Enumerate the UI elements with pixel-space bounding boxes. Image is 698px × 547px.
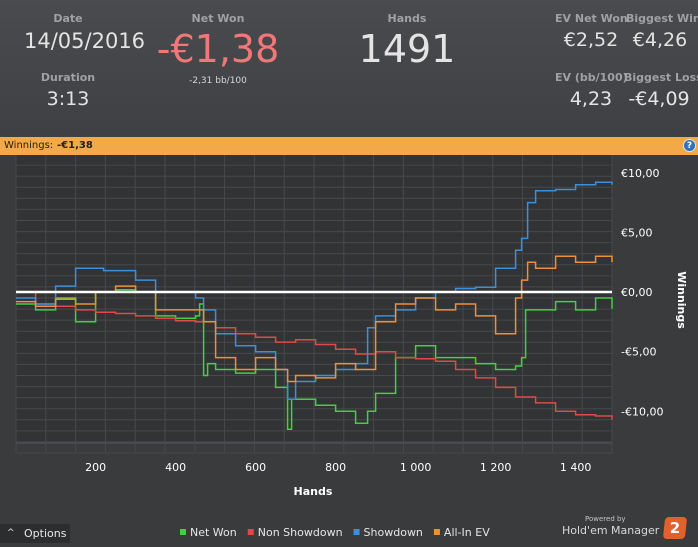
x-tick-label: 1 200 bbox=[480, 461, 512, 474]
biggest-win-value: €4,26 bbox=[632, 29, 688, 51]
brand-name: Hold'em Manager bbox=[562, 524, 660, 537]
legend-marker-net-won bbox=[180, 529, 186, 535]
hands-value: 1491 bbox=[358, 27, 456, 71]
legend-marker-all-in-ev bbox=[433, 529, 440, 535]
hem2-logo: 2 bbox=[662, 517, 688, 539]
biggest-loss-value: -€4,09 bbox=[628, 88, 690, 110]
biggest-win-label: Biggest Win bbox=[626, 12, 698, 25]
date-label: Date bbox=[53, 12, 83, 25]
net-won-bb100: -2,31 bb/100 bbox=[189, 76, 247, 86]
x-tick-label: 200 bbox=[85, 461, 106, 474]
legend-label-non-showdown: Non Showdown bbox=[258, 526, 343, 539]
winnings-banner-value: -€1,38 bbox=[57, 140, 93, 151]
ev-bb100-label: EV (bb/100) bbox=[555, 71, 628, 84]
legend-label-net-won: Net Won bbox=[190, 526, 237, 539]
duration-stat: Duration 3:13 bbox=[24, 71, 112, 110]
ev-bb100-value: 4,23 bbox=[569, 88, 613, 110]
biggest-loss-label: Biggest Loss bbox=[624, 71, 698, 84]
help-icon[interactable]: ? bbox=[683, 139, 696, 152]
x-tick-label: 1 400 bbox=[560, 461, 592, 474]
biggest-win-stat: Biggest Win €4,26 bbox=[626, 12, 698, 51]
biggest-loss-stat: Biggest Loss -€4,09 bbox=[624, 71, 698, 110]
logo-text: 2 bbox=[669, 519, 681, 537]
caret-up-icon: ^ bbox=[7, 528, 15, 538]
y-axis-title: Winnings bbox=[675, 271, 688, 329]
net-won-stat: Net Won -€1,38 -2,31 bb/100 bbox=[148, 12, 288, 86]
winnings-banner-label: Winnings: bbox=[4, 140, 54, 151]
hands-label: Hands bbox=[387, 12, 427, 25]
options-label: Options bbox=[24, 527, 67, 540]
duration-label: Duration bbox=[40, 71, 96, 84]
legend-label-showdown: Showdown bbox=[364, 526, 423, 539]
series-line-non-showdown bbox=[16, 291, 613, 420]
x-axis-title: Hands bbox=[294, 485, 333, 498]
date-value: 14/05/2016 bbox=[24, 29, 146, 53]
date-stat: Date 14/05/2016 bbox=[24, 12, 146, 53]
legend-label-all-in-ev: All-In EV bbox=[444, 526, 490, 539]
ev-bb100-stat: EV (bb/100) 4,23 bbox=[555, 71, 628, 110]
x-tick-label: 1 000 bbox=[400, 461, 432, 474]
ev-net-won-label: EV Net Won bbox=[555, 12, 628, 25]
y-tick-label: €0,00 bbox=[621, 286, 653, 299]
y-axis-ticks: €10,00 €5,00 €0,00 -€5,00 -€10,00 bbox=[621, 167, 663, 418]
chart-legend: Net Won Non Showdown Showdown All-In EV bbox=[180, 526, 490, 539]
chart-grid bbox=[15, 142, 613, 454]
x-tick-label: 800 bbox=[325, 461, 346, 474]
powered-by-text: Powered by bbox=[585, 515, 626, 523]
hands-stat: Hands 1491 bbox=[350, 12, 464, 72]
winnings-chart-area: 200 400 600 800 1 000 1 200 1 400 €10,00 €5,00 €… bbox=[0, 142, 698, 543]
ev-net-won-stat: EV Net Won €2,52 bbox=[555, 12, 628, 51]
session-stats-panel: Date 14/05/2016 Duration 3:13 Net Won -€… bbox=[0, 0, 698, 137]
chart-series bbox=[16, 181, 613, 430]
winnings-banner: Winnings: -€1,38 bbox=[0, 137, 698, 155]
y-tick-label: €5,00 bbox=[621, 226, 653, 239]
net-won-value: -€1,38 bbox=[156, 27, 280, 71]
x-tick-label: 600 bbox=[245, 461, 266, 474]
x-tick-label: 400 bbox=[165, 461, 186, 474]
x-axis-ticks: 200 400 600 800 1 000 1 200 1 400 bbox=[85, 461, 591, 474]
y-tick-label: -€10,00 bbox=[621, 405, 663, 418]
y-tick-label: €10,00 bbox=[621, 167, 660, 180]
legend-marker-showdown bbox=[353, 529, 360, 535]
legend-marker-non-showdown bbox=[247, 529, 254, 535]
duration-value: 3:13 bbox=[46, 88, 90, 110]
series-line-all-in-ev bbox=[16, 255, 613, 383]
y-tick-label: -€5,00 bbox=[621, 346, 656, 359]
winnings-chart: 200 400 600 800 1 000 1 200 1 400 €10,00€5,00€… bbox=[15, 142, 688, 539]
options-button[interactable]: ^ Options bbox=[0, 524, 70, 543]
ev-net-won-value: €2,52 bbox=[563, 29, 619, 51]
net-won-label: Net Won bbox=[191, 12, 245, 25]
